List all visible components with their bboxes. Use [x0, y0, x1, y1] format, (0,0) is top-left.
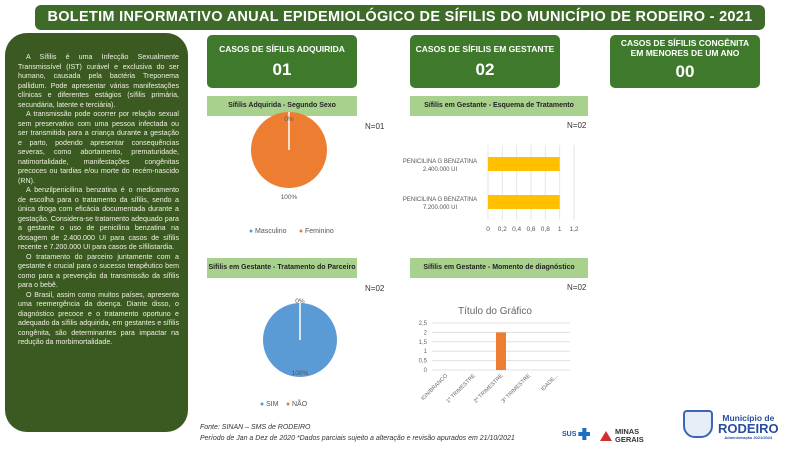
legend-label: Masculino [255, 228, 287, 235]
card-value: 01 [272, 59, 292, 79]
cross-icon [578, 428, 591, 440]
minas-gerais-logo: MINAS GERAIS [600, 428, 649, 444]
tick-label: 0 [424, 368, 428, 374]
category-label: 1º TRIMESTRE [445, 372, 477, 404]
card-title: CASOS DE SÍFILIS ADQUIRIDA [219, 44, 345, 54]
page-title: BOLETIM INFORMATIVO ANUAL EPIDEMIOLÓGICO… [35, 5, 765, 30]
category-label: 3º TRIMESTRE [500, 372, 532, 404]
tick-label: 0,8 [541, 226, 550, 233]
data-label: 0% [295, 298, 305, 305]
info-paragraph: O tratamento do parceiro juntamente com … [18, 252, 179, 290]
tick-label: 1,5 [419, 340, 428, 346]
data-label: 0% [284, 116, 294, 123]
data-label: 100% [281, 194, 298, 201]
tick-label: 0,2 [498, 226, 507, 233]
card-value: 00 [675, 62, 695, 81]
legend-marker [260, 402, 264, 406]
n-count: N=02 [567, 283, 587, 292]
info-paragraph: O Brasil, assim como muitos países, apre… [18, 290, 179, 347]
legend-marker [249, 229, 253, 233]
tick-label: 1 [558, 226, 562, 233]
bar [488, 157, 560, 171]
bar [496, 332, 506, 370]
card-value: 02 [475, 59, 495, 79]
section-title: Sífilis Adquirida - Segundo Sexo [207, 96, 357, 116]
legend-label: Feminino [305, 228, 334, 235]
footer-source: Fonte: SINAN – SMS de RODEIRO [200, 424, 311, 431]
rodeiro-coat-of-arms [683, 410, 713, 438]
data-label: 100% [292, 370, 309, 377]
tick-label: 2,5 [419, 321, 428, 327]
tick-label: 1 [424, 349, 428, 355]
card-congenital: CASOS DE SÍFILIS CONGÊNITA EM MENORES DE… [610, 35, 760, 88]
tick-label: 0,4 [512, 226, 521, 233]
footer-period: Período de Jan a Dez de 2020 *Dados parc… [200, 435, 515, 442]
card-title: CASOS DE SÍFILIS EM GESTANTE [415, 44, 555, 54]
category-label: PENICILINA G BENZATINA [403, 197, 477, 203]
bar [488, 195, 560, 209]
tick-label: 0,5 [419, 359, 428, 365]
category-label: 7.200.000 UI [423, 205, 458, 211]
n-count: N=02 [365, 284, 385, 293]
category-label: 2º TRIMESTRE [472, 372, 504, 404]
card-title: CASOS DE SÍFILIS CONGÊNITA EM MENORES DE… [620, 38, 750, 58]
rodeiro-logo: Município de RODEIRO Administração 2021/… [718, 413, 779, 440]
n-count: N=01 [365, 122, 385, 131]
triangle-icon [600, 431, 612, 441]
chart-title: Título do Gráfico [458, 306, 532, 317]
info-panel: A Sífilis é uma Infecção Sexualmente Tra… [5, 33, 188, 432]
legend-marker [286, 402, 290, 406]
card-acquired: CASOS DE SÍFILIS ADQUIRIDA 01 [207, 35, 357, 88]
footer: Fonte: SINAN – SMS de RODEIRO Período de… [200, 422, 515, 444]
tick-label: 0 [486, 226, 490, 233]
info-paragraph: A benzilpenicilina benzatina é o medicam… [18, 186, 179, 251]
category-label: 2.400.000 UI [423, 167, 458, 173]
tick-label: 0,6 [526, 226, 535, 233]
section-title: Sífilis em Gestante - Esquema de Tratame… [410, 96, 588, 116]
category-label: IDADE... [540, 373, 560, 393]
section-title: Sífilis em Gestante - Momento de diagnós… [410, 258, 588, 278]
info-paragraph: A transmissão pode ocorrer por relação s… [18, 110, 179, 185]
legend-label: NÃO [292, 399, 308, 408]
n-count: N=02 [567, 121, 587, 130]
legend-label: SIM [266, 401, 279, 408]
legend-marker [299, 229, 303, 233]
category-label: IGN/BRANCO [420, 373, 449, 402]
card-pregnant: CASOS DE SÍFILIS EM GESTANTE 02 [410, 35, 560, 88]
sus-logo: SUS [562, 428, 591, 440]
info-paragraph: A Sífilis é uma Infecção Sexualmente Tra… [18, 53, 179, 109]
category-label: PENICILINA G BENZATINA [403, 159, 477, 165]
section-title: Sífilis em Gestante - Tratamento do Parc… [207, 258, 357, 278]
tick-label: 2 [424, 330, 428, 336]
tick-label: 1,2 [569, 226, 578, 233]
